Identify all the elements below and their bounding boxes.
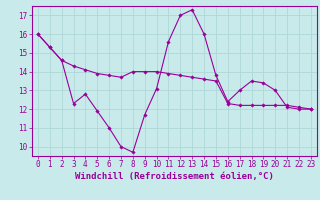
X-axis label: Windchill (Refroidissement éolien,°C): Windchill (Refroidissement éolien,°C) — [75, 172, 274, 181]
